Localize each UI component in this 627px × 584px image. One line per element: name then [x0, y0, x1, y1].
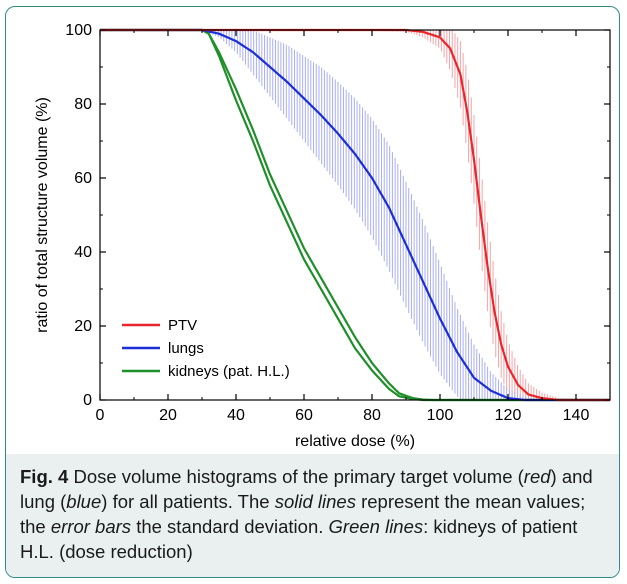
caption-segment: solid lines [274, 491, 356, 512]
x-tick-label: 60 [295, 407, 313, 424]
x-tick-label: 20 [159, 407, 177, 424]
y-tick-label: 0 [83, 392, 92, 409]
axis-ticks-layer: 0 20 40 60 80 100 120 140 0 20 40 60 80 100 [65, 22, 610, 424]
x-tick-label: 40 [227, 407, 245, 424]
caption-segment: : kidneys of patient H.L. (dose reductio… [20, 516, 578, 562]
caption-segment: blue [66, 491, 102, 512]
y-tick-label: 80 [74, 96, 92, 113]
x-tick-label: 80 [363, 407, 381, 424]
x-tick-label: 0 [96, 407, 105, 424]
error-bars-layer [206, 30, 576, 400]
legend-label-0: PTV [168, 317, 197, 334]
dose-volume-chart: 0 20 40 60 80 100 120 140 0 20 40 60 80 100 relative … [34, 22, 611, 450]
y-tick-label: 100 [65, 22, 92, 39]
caption-segment: represent the mean values; the [20, 491, 586, 537]
x-tick-label: 120 [495, 407, 522, 424]
caption-segment: ) and lung ( [20, 466, 593, 512]
x-tick-label: 100 [427, 407, 454, 424]
y-axis-label: ratio of total structure volume (%) [34, 97, 51, 333]
legend-label-1: lungs [168, 340, 204, 357]
x-tick-label: 140 [563, 407, 590, 424]
caption-box [6, 454, 619, 577]
caption-segment: the standard deviation. [131, 516, 329, 537]
caption-segment: Green lines [328, 516, 424, 537]
x-axis-label: relative dose (%) [295, 433, 415, 450]
y-tick-label: 40 [74, 244, 92, 261]
y-tick-label: 20 [74, 318, 92, 335]
y-tick-label: 60 [74, 170, 92, 187]
caption-segment: red [523, 466, 551, 487]
figure-caption: Fig. 4 Dose volume histograms of the pri… [20, 464, 610, 564]
caption-segment: error bars [50, 516, 132, 537]
caption-segment: ) for all patients. The [101, 491, 275, 512]
caption-label: Fig. 4 [20, 466, 69, 487]
legend-label-2: kidneys (pat. H.L.) [168, 363, 290, 380]
legend: PTV lungs kidneys (pat. H.L.) [122, 317, 290, 380]
caption-segment: Dose volume histograms of the primary ta… [68, 466, 524, 487]
